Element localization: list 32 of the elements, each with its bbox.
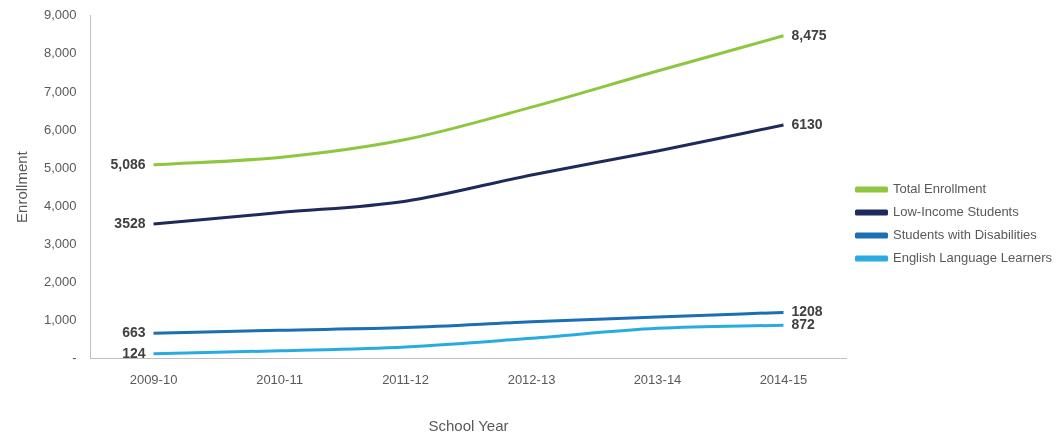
y-tick-label: 9,000 <box>43 7 77 23</box>
y-axis-title: Enrollment <box>13 150 31 223</box>
x-axis-title: School Year <box>428 417 509 435</box>
line-series <box>152 323 785 356</box>
y-tick-label: 8,000 <box>43 45 77 61</box>
data-label: 663 <box>122 324 146 341</box>
line-series <box>152 310 785 335</box>
y-tick-label: 5,000 <box>43 159 77 175</box>
y-tick-label: 1,000 <box>43 311 77 327</box>
x-tick-label: 2014-15 <box>759 371 808 387</box>
x-tick-label: 2011-12 <box>382 371 429 387</box>
y-tick-label: - <box>72 349 77 365</box>
y-tick-label: 6,000 <box>43 121 77 137</box>
x-tick-label: 2010-11 <box>256 371 303 387</box>
data-label: 124 <box>122 344 146 361</box>
line-series <box>152 123 785 226</box>
data-label: 8,475 <box>791 26 827 43</box>
y-tick-label: 7,000 <box>43 83 77 99</box>
y-tick-label: 3,000 <box>43 235 77 251</box>
legend-label: English Language Learners <box>892 250 1053 266</box>
data-label: 5,086 <box>110 155 146 172</box>
y-tick-label: 2,000 <box>43 273 77 289</box>
x-tick-label: 2012-13 <box>507 371 556 387</box>
legend-label: Total Enrollment <box>892 181 987 197</box>
data-label: 6130 <box>791 115 823 132</box>
y-tick-label: 4,000 <box>43 197 77 213</box>
x-tick-label: 2009-10 <box>129 371 178 387</box>
legend-label: Students with Disabilities <box>892 227 1038 243</box>
legend-label: Low-Income Students <box>892 204 1020 220</box>
line-series <box>152 34 785 167</box>
x-tick-label: 2013-14 <box>633 371 682 387</box>
data-label: 3528 <box>114 214 146 231</box>
